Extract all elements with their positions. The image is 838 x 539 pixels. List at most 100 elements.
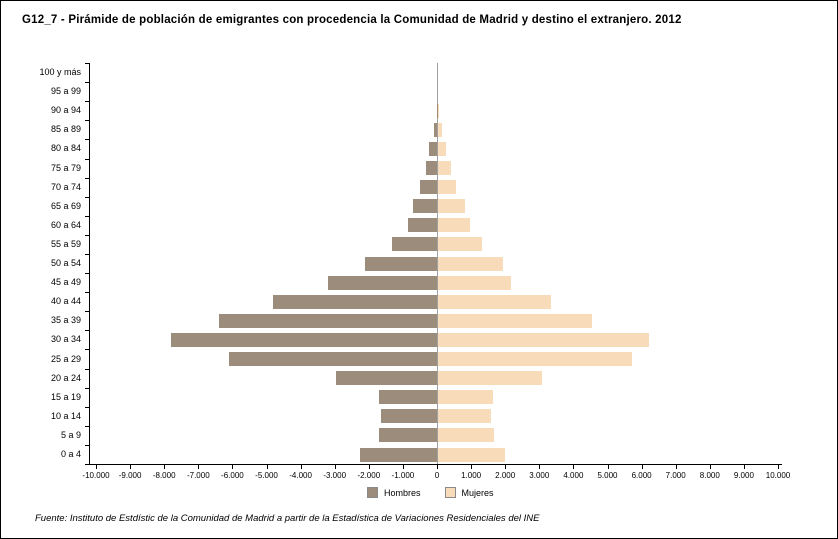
y-axis-tick bbox=[85, 120, 89, 122]
bar-hombres-80-a-84 bbox=[429, 141, 437, 156]
bar-mujeres-35-a-39 bbox=[438, 313, 592, 328]
y-axis-tick bbox=[85, 311, 89, 313]
bar-hombres-15-a-19 bbox=[379, 390, 437, 405]
x-axis-tick bbox=[198, 464, 200, 469]
x-axis-tick bbox=[607, 464, 609, 469]
bar-mujeres-55-a-59 bbox=[438, 237, 483, 252]
y-axis-tick bbox=[85, 387, 89, 389]
bar-hombres-45-a-49 bbox=[327, 275, 437, 290]
y-axis-category-label: 5 a 9 bbox=[60, 429, 81, 440]
x-axis-tick bbox=[96, 464, 97, 469]
x-axis-tick-label: -9.000 bbox=[118, 471, 142, 480]
x-axis-tick bbox=[368, 464, 370, 469]
x-axis-tick bbox=[266, 464, 268, 469]
y-axis-tick bbox=[85, 82, 89, 84]
y-axis-tick bbox=[85, 254, 89, 255]
bar-mujeres-25-a-29 bbox=[438, 352, 633, 366]
bar-mujeres-0-a-4 bbox=[438, 447, 505, 462]
x-axis-tick-label: 1.000 bbox=[461, 471, 482, 480]
x-axis-tick-label: 8.000 bbox=[699, 471, 720, 480]
x-axis-tick bbox=[471, 464, 473, 469]
bar-hombres-5-a-9 bbox=[379, 428, 437, 443]
x-axis-tick bbox=[437, 464, 438, 469]
y-axis-category-label: 20 a 24 bbox=[50, 372, 81, 383]
x-axis-tick bbox=[505, 464, 507, 469]
legend-label-hombres: Hombres bbox=[384, 487, 421, 498]
y-axis-category-label: 55 a 59 bbox=[50, 238, 81, 249]
x-axis-tick-label: -8.000 bbox=[152, 471, 176, 480]
y-axis-category-label: 80 a 84 bbox=[50, 143, 81, 154]
y-axis-tick bbox=[85, 177, 89, 179]
y-axis-tick bbox=[85, 101, 89, 103]
y-axis-tick bbox=[85, 368, 89, 370]
y-axis-category-label: 0 a 4 bbox=[60, 449, 81, 459]
x-axis-tick bbox=[778, 464, 779, 469]
bar-mujeres-70-a-74 bbox=[438, 180, 457, 195]
x-axis-tick bbox=[709, 464, 711, 469]
y-axis-tick bbox=[85, 196, 89, 198]
y-axis-tick bbox=[85, 464, 89, 465]
x-axis-tick bbox=[539, 464, 541, 469]
x-axis-tick-label: -3.000 bbox=[323, 471, 347, 480]
bar-mujeres-45-a-49 bbox=[438, 275, 512, 290]
bar-hombres-70-a-74 bbox=[420, 180, 437, 195]
y-axis-category-label: 85 a 89 bbox=[50, 124, 81, 135]
y-axis-category-label: 25 a 29 bbox=[50, 353, 81, 364]
bar-hombres-0-a-4 bbox=[360, 447, 437, 462]
y-axis-category-label: 95 a 99 bbox=[50, 86, 81, 97]
x-axis-tick-label: 9.000 bbox=[733, 471, 754, 480]
y-axis-category-label: 60 a 64 bbox=[50, 219, 81, 230]
bar-hombres-20-a-24 bbox=[336, 371, 437, 386]
bar-hombres-10-a-14 bbox=[380, 409, 437, 424]
bar-mujeres-85-a-89 bbox=[438, 122, 443, 137]
x-axis-tick-label: -1.000 bbox=[391, 471, 415, 480]
bar-mujeres-20-a-24 bbox=[438, 371, 542, 386]
y-axis-category-label: 70 a 74 bbox=[50, 181, 81, 192]
y-axis-category-label: 40 a 44 bbox=[50, 296, 81, 307]
x-axis-tick bbox=[232, 464, 234, 469]
legend: Hombres Mujeres bbox=[367, 487, 512, 498]
x-axis-tick bbox=[743, 464, 745, 469]
x-axis-tick-label: 6.000 bbox=[631, 471, 652, 480]
x-axis-tick-label: -2.000 bbox=[357, 471, 381, 480]
x-axis-tick bbox=[402, 464, 404, 469]
bar-hombres-25-a-29 bbox=[229, 352, 437, 366]
y-axis-line bbox=[89, 63, 90, 465]
bar-mujeres-50-a-54 bbox=[438, 256, 503, 271]
x-axis-tick-label: 0 bbox=[434, 471, 440, 480]
y-axis-tick bbox=[85, 234, 89, 236]
y-axis-category-label: 90 a 94 bbox=[50, 105, 81, 116]
x-axis-tick-label: 2.000 bbox=[495, 471, 516, 480]
y-axis-category-label: 30 a 34 bbox=[50, 334, 81, 345]
x-axis-tick-label: 10.000 bbox=[765, 471, 791, 480]
x-axis-line bbox=[89, 464, 782, 465]
y-axis-tick bbox=[85, 425, 89, 427]
source-note: Fuente: Instituto de Estdístic de la Com… bbox=[35, 513, 540, 524]
bar-mujeres-90-a-94 bbox=[438, 103, 439, 118]
bar-hombres-50-a-54 bbox=[365, 256, 437, 271]
y-axis-category-label: 65 a 69 bbox=[50, 200, 81, 211]
legend-label-mujeres: Mujeres bbox=[461, 487, 494, 498]
x-axis-tick bbox=[573, 464, 575, 469]
bar-hombres-60-a-64 bbox=[408, 218, 437, 233]
bar-mujeres-30-a-34 bbox=[438, 332, 650, 347]
bar-hombres-55-a-59 bbox=[392, 237, 437, 252]
y-axis-tick bbox=[85, 158, 89, 160]
y-axis-category-label: 50 a 54 bbox=[50, 258, 81, 268]
bar-mujeres-60-a-64 bbox=[438, 218, 471, 233]
zero-axis-line bbox=[437, 63, 438, 464]
x-axis-tick-label: 3.000 bbox=[529, 471, 550, 480]
chart-title: G12_7 - Pirámide de población de emigran… bbox=[22, 14, 682, 26]
y-axis-tick bbox=[85, 215, 89, 217]
y-axis-tick bbox=[85, 330, 89, 332]
x-axis-tick bbox=[164, 464, 166, 469]
bar-mujeres-40-a-44 bbox=[438, 294, 551, 309]
bar-mujeres-15-a-19 bbox=[438, 390, 493, 405]
bar-mujeres-80-a-84 bbox=[438, 141, 446, 156]
y-axis-tick bbox=[85, 444, 89, 446]
bar-mujeres-5-a-9 bbox=[438, 428, 495, 443]
x-axis-tick-label: -10.000 bbox=[82, 471, 110, 480]
y-axis-category-label: 35 a 39 bbox=[50, 315, 81, 326]
y-axis-category-label: 15 a 19 bbox=[50, 391, 81, 402]
